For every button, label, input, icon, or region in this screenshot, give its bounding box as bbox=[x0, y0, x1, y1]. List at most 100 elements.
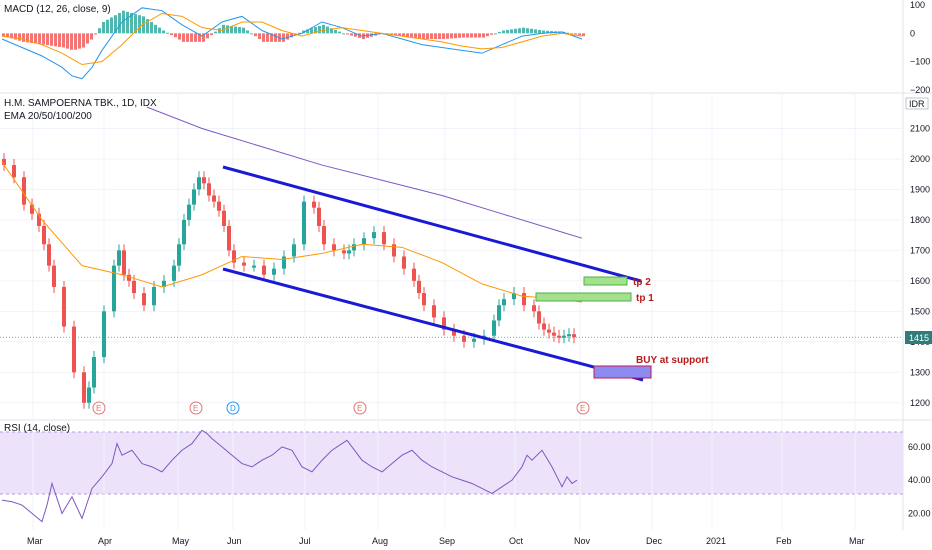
candle-body[interactable] bbox=[197, 177, 201, 190]
candle-body[interactable] bbox=[492, 320, 496, 336]
macd-histogram-bar bbox=[258, 33, 261, 39]
candle-body[interactable] bbox=[207, 183, 211, 196]
candle-body[interactable] bbox=[292, 244, 296, 257]
candle-body[interactable] bbox=[562, 335, 566, 338]
candle-body[interactable] bbox=[342, 250, 346, 254]
candle-body[interactable] bbox=[52, 265, 56, 287]
candle-body[interactable] bbox=[512, 293, 516, 300]
candle-body[interactable] bbox=[112, 265, 116, 312]
candle-body[interactable] bbox=[547, 329, 551, 333]
candle-body[interactable] bbox=[87, 387, 91, 403]
candle-body[interactable] bbox=[217, 201, 221, 211]
candle-body[interactable] bbox=[242, 262, 246, 266]
x-tick-label: 2021 bbox=[706, 536, 726, 546]
macd-histogram-bar bbox=[226, 25, 229, 34]
candle-body[interactable] bbox=[572, 334, 576, 338]
macd-histogram-bar bbox=[150, 22, 153, 34]
candle-body[interactable] bbox=[312, 201, 316, 208]
candle-body[interactable] bbox=[557, 335, 561, 338]
candle-body[interactable] bbox=[30, 204, 34, 214]
candle-body[interactable] bbox=[262, 265, 266, 275]
candle-body[interactable] bbox=[47, 244, 51, 266]
earnings-marker[interactable] bbox=[92, 401, 106, 415]
candle-body[interactable] bbox=[372, 232, 376, 239]
candle-body[interactable] bbox=[362, 238, 366, 245]
candle-body[interactable] bbox=[62, 286, 66, 327]
candle-body[interactable] bbox=[302, 201, 306, 245]
candle-body[interactable] bbox=[502, 299, 506, 306]
candle-body[interactable] bbox=[382, 232, 386, 245]
candle-body[interactable] bbox=[222, 210, 226, 226]
candle-body[interactable] bbox=[12, 165, 16, 178]
candle-body[interactable] bbox=[92, 357, 96, 388]
candle-body[interactable] bbox=[567, 334, 571, 337]
candle-body[interactable] bbox=[282, 256, 286, 269]
candle-body[interactable] bbox=[542, 323, 546, 330]
candle-body[interactable] bbox=[182, 219, 186, 245]
candle-body[interactable] bbox=[22, 177, 26, 205]
candle-body[interactable] bbox=[37, 213, 41, 226]
candle-body[interactable] bbox=[172, 265, 176, 281]
candle-body[interactable] bbox=[42, 226, 46, 245]
x-tick-label: Jul bbox=[299, 536, 311, 546]
candle-body[interactable] bbox=[152, 286, 156, 306]
earnings-marker[interactable] bbox=[189, 401, 203, 415]
candle-body[interactable] bbox=[212, 195, 216, 202]
candle-body[interactable] bbox=[432, 305, 436, 318]
candle-body[interactable] bbox=[142, 293, 146, 306]
candle-body[interactable] bbox=[522, 293, 526, 306]
svg-text:E: E bbox=[580, 404, 585, 413]
candle-body[interactable] bbox=[127, 274, 131, 281]
candle-body[interactable] bbox=[192, 189, 196, 205]
candle-body[interactable] bbox=[177, 244, 181, 266]
candle-body[interactable] bbox=[187, 204, 191, 220]
candle-body[interactable] bbox=[452, 329, 456, 336]
earnings-marker[interactable] bbox=[353, 401, 367, 415]
candle-body[interactable] bbox=[322, 226, 326, 245]
candle-body[interactable] bbox=[472, 338, 476, 342]
candle-body[interactable] bbox=[272, 268, 276, 275]
candle-body[interactable] bbox=[2, 158, 6, 166]
candle-body[interactable] bbox=[497, 305, 501, 321]
candle-body[interactable] bbox=[352, 244, 356, 251]
channel-lower-line[interactable] bbox=[222, 267, 644, 382]
buy-support-box[interactable] bbox=[593, 365, 652, 379]
tp2-box[interactable] bbox=[583, 276, 628, 286]
candle-body[interactable] bbox=[72, 326, 76, 373]
macd-histogram-bar bbox=[474, 33, 477, 38]
candle-body[interactable] bbox=[402, 256, 406, 269]
candle-body[interactable] bbox=[347, 250, 351, 254]
channel-upper-line[interactable] bbox=[222, 165, 642, 283]
candle-body[interactable] bbox=[102, 311, 106, 358]
candle-body[interactable] bbox=[417, 280, 421, 294]
candle-body[interactable] bbox=[532, 305, 536, 312]
macd-histogram-bar bbox=[318, 25, 321, 34]
candle-body[interactable] bbox=[462, 335, 466, 342]
candle-body[interactable] bbox=[317, 207, 321, 226]
event-markers[interactable]: E E D E E bbox=[92, 401, 590, 415]
candle-body[interactable] bbox=[122, 250, 126, 275]
macd-histogram-bar bbox=[50, 33, 53, 46]
candle-body[interactable] bbox=[227, 226, 231, 251]
candle-body[interactable] bbox=[537, 311, 541, 324]
candle-body[interactable] bbox=[252, 265, 256, 268]
tp1-box[interactable] bbox=[535, 292, 632, 302]
macd-histogram-bar bbox=[146, 19, 149, 34]
candle-body[interactable] bbox=[82, 372, 86, 403]
candle-body[interactable] bbox=[132, 280, 136, 294]
candle-body[interactable] bbox=[412, 268, 416, 281]
candle-body[interactable] bbox=[442, 317, 446, 330]
candle-body[interactable] bbox=[202, 177, 206, 184]
macd-histogram-bar bbox=[406, 33, 409, 37]
macd-histogram-bar bbox=[334, 29, 337, 34]
candle-body[interactable] bbox=[392, 244, 396, 257]
candle-body[interactable] bbox=[332, 244, 336, 251]
candle-body[interactable] bbox=[552, 332, 556, 336]
candle-body[interactable] bbox=[232, 250, 236, 263]
candle-body[interactable] bbox=[162, 280, 166, 287]
earnings-marker[interactable] bbox=[576, 401, 590, 415]
dividend-marker[interactable] bbox=[226, 401, 240, 415]
candle-body[interactable] bbox=[117, 250, 121, 266]
candle-body[interactable] bbox=[422, 293, 426, 306]
